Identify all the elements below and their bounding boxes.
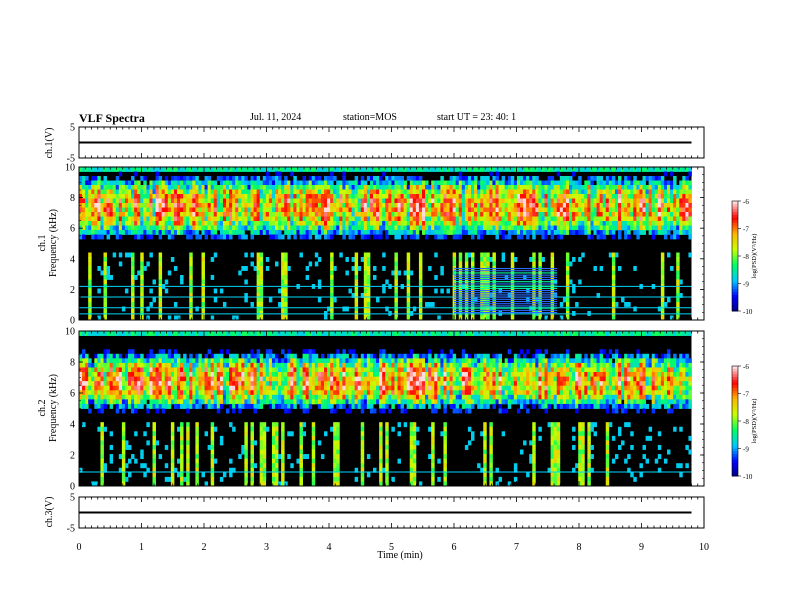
y-tick-label: 5 — [70, 493, 75, 504]
ch2-spectrogram-image — [79, 331, 704, 487]
y-tick-label: 0 — [70, 482, 75, 493]
y-axis-label: ch.2Frequency (kHz) — [37, 374, 59, 442]
y-axis-label: ch.1(V) — [44, 128, 55, 159]
y-tick-label: 0 — [70, 316, 75, 327]
axis-ticks — [78, 126, 705, 529]
y-tick-label: 4 — [70, 420, 75, 431]
y-tick-label: 5 — [70, 123, 75, 134]
colorbar-tick-label: -7 — [743, 391, 749, 399]
colorbar-tick-label: -9 — [743, 281, 749, 289]
y-tick-label: 10 — [65, 327, 75, 338]
y-tick-label: 8 — [70, 193, 75, 204]
y-tick-label: 6 — [70, 224, 75, 235]
colorbar-tick-label: -8 — [743, 418, 749, 426]
y-axis-label: ch.3(V) — [44, 497, 55, 528]
colorbar-tick-label: -6 — [743, 363, 749, 371]
start-time-label: start UT = 23: 40: 1 — [437, 112, 517, 123]
y-tick-label: 6 — [70, 389, 75, 400]
y-tick-label: 4 — [70, 254, 75, 265]
x-tick-label: 2 — [202, 542, 207, 553]
x-tick-label: 9 — [639, 542, 644, 553]
y-tick-label: -5 — [67, 154, 75, 165]
y-tick-label: 10 — [65, 163, 75, 174]
y-tick-label: -5 — [67, 524, 75, 535]
colorbar-tick-label: -8 — [743, 253, 749, 261]
colorbar-label: log(PSD)(V²/Hz) — [751, 234, 758, 279]
y-tick-label: 2 — [70, 451, 75, 462]
y-tick-label: 2 — [70, 285, 75, 296]
x-tick-label: 5 — [389, 542, 394, 553]
x-tick-label: 3 — [264, 542, 269, 553]
colorbar-tick-label: -10 — [743, 473, 753, 481]
colorbars: -6 -7 -8 -9 -10 log(PSD)(V²/Hz) -6 -7 -8 -9 -10 log… — [731, 198, 758, 481]
x-axis-label: Time (min) — [377, 550, 422, 561]
colorbar-label: log(PSD)(V²/Hz) — [751, 399, 758, 444]
x-tick-label: 8 — [577, 542, 582, 553]
x-tick-label: 6 — [452, 542, 457, 553]
colorbar-tick-label: -7 — [743, 226, 749, 234]
station-label: station=MOS — [343, 112, 397, 123]
y-axis-label: ch.1Frequency (kHz) — [37, 209, 59, 277]
x-tick-label: 4 — [327, 542, 332, 553]
colorbar-tick-label: -10 — [743, 308, 753, 316]
x-tick-label: 1 — [139, 542, 144, 553]
ch1-spectrogram-image — [79, 167, 704, 321]
x-tick-label: 10 — [699, 542, 709, 553]
colorbar-tick-label: -6 — [743, 198, 749, 206]
chart-title: VLF Spectra — [79, 111, 145, 125]
y-tick-label: 8 — [70, 358, 75, 369]
x-tick-label: 0 — [77, 542, 82, 553]
date-label: Jul. 11, 2024 — [250, 112, 302, 123]
colorbar-tick-label: -9 — [743, 446, 749, 454]
x-tick-label: 7 — [514, 542, 519, 553]
